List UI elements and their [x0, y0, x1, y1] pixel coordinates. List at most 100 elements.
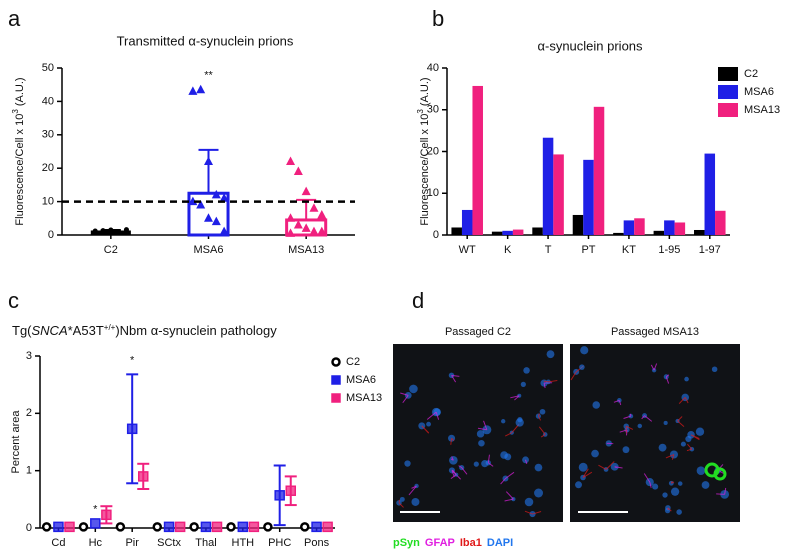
y-tick-label: 0: [433, 229, 439, 241]
nucleus: [696, 466, 706, 475]
bar: [694, 229, 705, 235]
bar: [187, 191, 230, 237]
nucleus: [578, 462, 588, 472]
text-part: )Nbm: [115, 323, 150, 338]
process: [625, 425, 634, 433]
data-point: [78, 522, 89, 532]
text-part: α-synuclein pathology: [151, 323, 278, 338]
data-point: [285, 485, 296, 496]
nucleus: [476, 430, 485, 438]
process: [487, 454, 494, 467]
nucleus: [663, 420, 668, 425]
process: [450, 469, 457, 480]
text-part: Fluorescence/Cell x 10: [419, 114, 431, 226]
nucleus: [534, 488, 544, 498]
x-tick-label: 1-97: [699, 244, 721, 256]
bar: [553, 154, 564, 235]
legend-swatch: [718, 103, 738, 117]
psyn-inclusion: [713, 467, 727, 481]
process: [665, 454, 675, 460]
bar: [593, 106, 605, 235]
data-point: [126, 423, 138, 435]
data-point: [152, 522, 163, 532]
process: [716, 487, 727, 495]
x-tick-label: MSA13: [288, 244, 324, 256]
process: [510, 395, 520, 401]
data-point: [204, 213, 213, 222]
data-point: [188, 196, 198, 206]
text-part: Fluorescence/Cell x 10: [14, 114, 26, 226]
data-point: [286, 213, 296, 222]
y-axis-label: Percent area: [10, 410, 22, 474]
bar: [572, 214, 584, 235]
x-tick-label: Pir: [125, 537, 139, 549]
y-tick-label: 3: [26, 350, 32, 362]
y-tick-label: 20: [42, 162, 54, 174]
data-point: [309, 203, 319, 212]
nucleus: [622, 446, 630, 454]
data-point: [219, 193, 229, 202]
process: [537, 413, 542, 421]
y-tick-label: 40: [42, 95, 54, 107]
panel-label: b: [432, 6, 444, 31]
y-tick-label: 40: [427, 62, 439, 74]
nucleus: [680, 441, 686, 447]
annotation: *: [93, 503, 98, 515]
y-tick-label: 20: [427, 145, 439, 157]
process: [677, 416, 685, 427]
text-part: 3: [416, 109, 425, 114]
x-tick-label: Hc: [89, 537, 103, 549]
data-point: [196, 84, 206, 94]
annotation: *: [130, 354, 135, 366]
process: [398, 499, 404, 508]
nucleus: [658, 443, 667, 452]
legend-label: MSA13: [346, 392, 382, 404]
data-point: [53, 521, 64, 533]
text-part: (A.U.): [14, 77, 26, 109]
nucleus: [575, 481, 582, 489]
nucleus: [478, 439, 485, 447]
data-point: [309, 226, 319, 236]
process: [421, 425, 430, 434]
nucleus: [523, 367, 530, 374]
nucleus: [501, 419, 506, 424]
y-tick-label: 0: [48, 229, 54, 241]
nucleus: [524, 497, 534, 507]
data-point: [200, 521, 212, 533]
process: [524, 510, 542, 515]
process: [641, 415, 653, 422]
x-tick-label: KT: [622, 244, 636, 256]
nucleus: [409, 384, 418, 394]
data-point: [293, 166, 303, 176]
process: [667, 507, 672, 512]
data-point: [311, 521, 322, 533]
y-tick-label: 10: [427, 187, 439, 199]
x-tick-label: T: [545, 244, 552, 256]
bar: [674, 222, 686, 235]
process: [614, 466, 623, 469]
nucleus: [399, 496, 405, 502]
chart-title: Transmitted α-synuclein prions: [117, 33, 294, 48]
cells: [396, 346, 730, 518]
nucleus: [579, 364, 585, 370]
panel-label: c: [8, 288, 19, 313]
legend-marker: [331, 393, 341, 403]
data-point: [219, 226, 229, 236]
process: [665, 374, 670, 384]
bar: [285, 218, 328, 237]
image-title: Passaged MSA13: [611, 326, 699, 338]
annotation: **: [204, 70, 213, 82]
data-point: [174, 521, 186, 533]
data-point: [138, 471, 149, 482]
x-tick-label: Thal: [195, 537, 216, 549]
legend-label: MSA13: [744, 104, 780, 116]
process: [690, 434, 700, 441]
y-tick-label: 2: [26, 407, 32, 419]
process: [686, 443, 693, 452]
nucleus: [515, 418, 524, 427]
text-part: SNCA: [32, 323, 68, 338]
x-tick-label: Pons: [304, 537, 330, 549]
bar: [461, 209, 473, 235]
legend-label: C2: [346, 356, 360, 368]
process: [613, 399, 622, 406]
